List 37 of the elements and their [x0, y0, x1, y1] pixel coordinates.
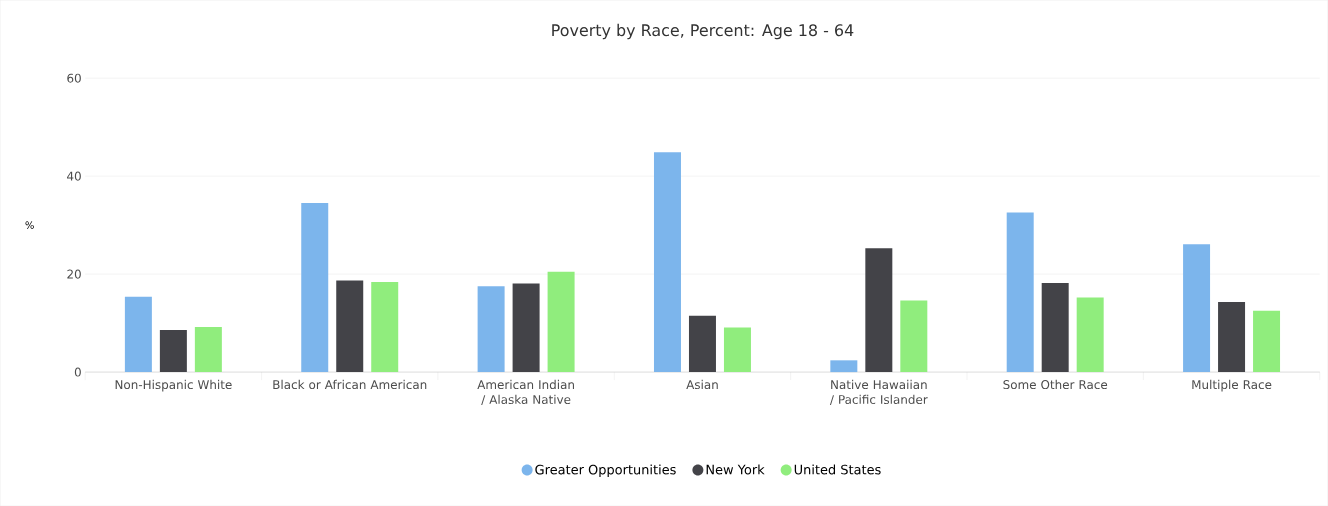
- bar: [1006, 212, 1034, 372]
- x-tick-label: Asian: [686, 379, 718, 389]
- x-tick-label: Some Other Race: [1003, 379, 1108, 389]
- bar: [336, 280, 364, 372]
- chart-title: Poverty by Race, Percent: Age 18 - 64: [552, 23, 854, 40]
- bar: [830, 360, 858, 372]
- bar: [900, 300, 928, 372]
- bar: [865, 248, 893, 372]
- bar: [1183, 244, 1211, 372]
- bar: [723, 327, 751, 372]
- bar: [653, 152, 681, 372]
- bar: [477, 286, 505, 372]
- bar: [124, 296, 152, 372]
- x-tick-label: Native Hawaiian / Pacific Islander: [829, 379, 928, 405]
- bar: [688, 315, 716, 372]
- bar: [1253, 310, 1281, 372]
- x-tick-label: Non-Hispanic White: [115, 379, 232, 392]
- y-tick-label: 40: [67, 171, 81, 181]
- y-tick-label: 0: [74, 367, 81, 377]
- legend-label: New York: [706, 464, 765, 475]
- bar: [301, 202, 329, 372]
- bar: [512, 283, 540, 372]
- x-tick-label: American Indian / Alaska Native: [477, 379, 574, 405]
- y-axis-title: %: [25, 221, 34, 229]
- bar: [1218, 301, 1246, 372]
- bar: [159, 329, 187, 372]
- bar: [371, 281, 399, 372]
- bar: [194, 326, 222, 372]
- legend-label: United States: [794, 464, 881, 475]
- legend-label: Greater Opportunities: [535, 464, 676, 477]
- bar: [1076, 297, 1104, 372]
- bar: [1041, 282, 1069, 372]
- x-tick-label: Black or African American: [273, 379, 427, 389]
- x-tick-label: Multiple Race: [1192, 379, 1272, 392]
- y-tick-label: 20: [67, 269, 81, 279]
- y-tick-label: 60: [67, 73, 81, 83]
- bar: [547, 271, 575, 372]
